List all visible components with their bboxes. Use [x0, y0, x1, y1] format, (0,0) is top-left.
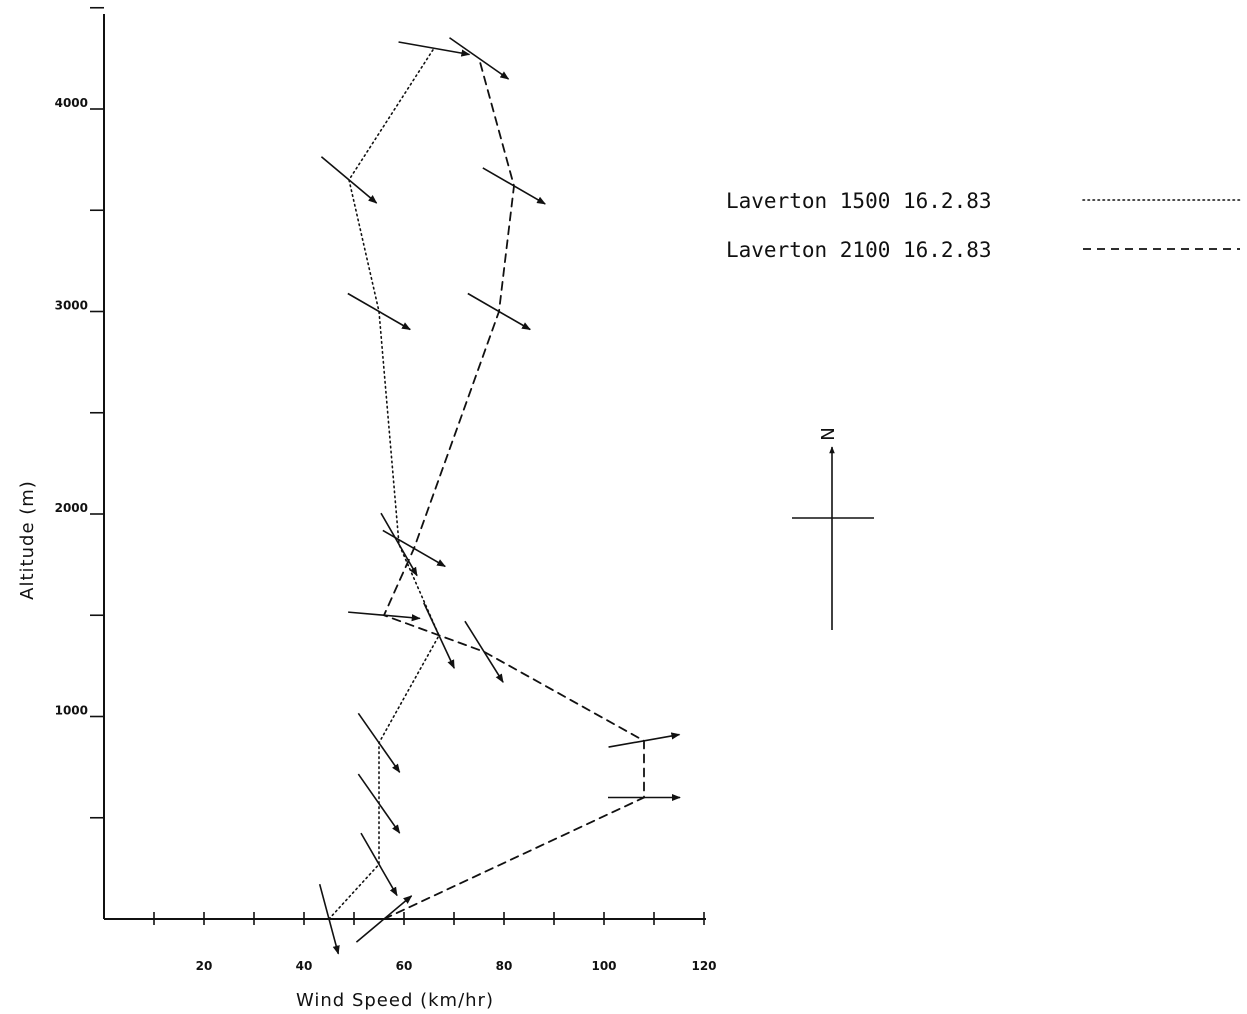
- y-tick-label: 1000: [55, 704, 88, 718]
- wind-direction-arrow: [382, 529, 446, 568]
- legend-entry-1500: Laverton 1500 16.2.83: [726, 189, 1241, 213]
- x-axis-ticks: 20 40 60 80 100 120: [153, 912, 717, 973]
- x-tick-label: 40: [296, 959, 313, 973]
- x-tick-label: 20: [196, 959, 213, 973]
- series-layer: [318, 37, 681, 955]
- wind-direction-arrow: [467, 292, 531, 331]
- wind-direction-arrow: [380, 512, 418, 577]
- legend-label-1500: Laverton 1500 16.2.83: [726, 189, 992, 213]
- x-tick-label: 60: [396, 959, 413, 973]
- wind-direction-arrow: [398, 41, 471, 57]
- legend-label-2100: Laverton 2100 16.2.83: [726, 238, 992, 262]
- wind-direction-arrow: [320, 156, 378, 204]
- wind-direction-arrow: [357, 773, 401, 834]
- x-tick-label: 80: [496, 959, 513, 973]
- chart-axes: 20 40 60 80 100 120 1000 2000 3000 4000: [55, 6, 717, 973]
- north-compass: N: [792, 427, 874, 630]
- compass-north-label: N: [818, 427, 839, 440]
- wind-direction-arrow: [348, 611, 421, 622]
- series-1: [318, 41, 471, 955]
- x-tick-label: 120: [691, 959, 716, 973]
- series-2: [348, 37, 681, 943]
- y-tick-label: 4000: [55, 96, 88, 110]
- wind-direction-arrow: [355, 895, 413, 943]
- legend: Laverton 1500 16.2.83 Laverton 2100 16.2…: [726, 189, 1241, 262]
- y-axis-ticks: 1000 2000 3000 4000: [55, 6, 104, 819]
- profile-line: [328, 47, 440, 920]
- x-axis-title: Wind Speed (km/hr): [296, 990, 494, 1011]
- wind-direction-arrow: [449, 37, 510, 80]
- wind-direction-arrow: [347, 292, 411, 331]
- y-tick-label: 2000: [55, 501, 88, 515]
- legend-entry-2100: Laverton 2100 16.2.83: [726, 238, 1240, 262]
- wind-direction-arrow: [608, 732, 681, 748]
- y-tick-label: 3000: [55, 299, 88, 313]
- wind-direction-arrow: [482, 167, 546, 205]
- wind-direction-arrow: [464, 620, 504, 683]
- wind-direction-arrow: [360, 832, 398, 897]
- profile-line: [382, 57, 645, 920]
- y-axis-title: Altitude (m): [17, 480, 38, 600]
- x-tick-label: 100: [591, 959, 616, 973]
- wind-direction-arrow: [318, 884, 340, 955]
- wind-direction-arrow: [357, 712, 401, 774]
